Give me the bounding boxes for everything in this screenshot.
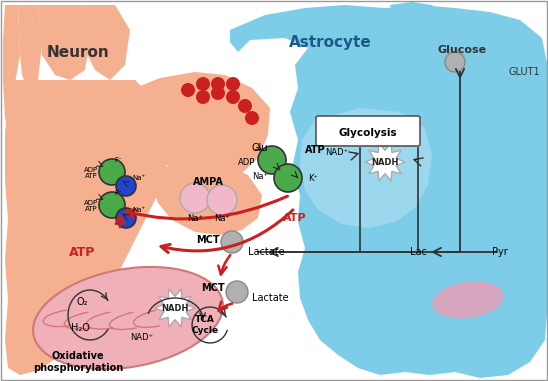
Polygon shape <box>38 5 90 80</box>
Circle shape <box>226 281 248 303</box>
Circle shape <box>211 86 225 100</box>
Circle shape <box>221 231 243 253</box>
Text: Astrocyte: Astrocyte <box>289 35 372 50</box>
Circle shape <box>181 83 195 97</box>
Polygon shape <box>3 5 20 120</box>
Circle shape <box>116 208 136 228</box>
Text: F⁻: F⁻ <box>114 157 122 163</box>
Text: Glycolysis: Glycolysis <box>339 128 397 138</box>
Text: ATP: ATP <box>305 145 326 155</box>
Text: ATP: ATP <box>283 213 307 223</box>
Text: NAD⁺: NAD⁺ <box>130 333 153 343</box>
Polygon shape <box>5 80 145 175</box>
Circle shape <box>211 77 225 91</box>
Text: Na⁺: Na⁺ <box>214 213 230 223</box>
Text: MCT: MCT <box>201 283 225 293</box>
Circle shape <box>116 176 136 196</box>
Text: Oxidative
phosphorylation: Oxidative phosphorylation <box>33 351 123 373</box>
Ellipse shape <box>33 267 223 369</box>
Circle shape <box>99 159 125 185</box>
Text: NAD⁺: NAD⁺ <box>325 147 348 157</box>
Text: Neuron: Neuron <box>47 45 110 59</box>
Text: Na⁺: Na⁺ <box>132 175 145 181</box>
Polygon shape <box>390 2 448 52</box>
Text: ATP: ATP <box>85 173 98 179</box>
Text: Na⁺: Na⁺ <box>252 171 268 181</box>
Text: Na⁺: Na⁺ <box>187 213 203 223</box>
Text: ATP: ATP <box>69 245 95 258</box>
Polygon shape <box>230 5 548 378</box>
Circle shape <box>274 164 302 192</box>
Polygon shape <box>70 5 130 80</box>
Text: Lac: Lac <box>409 247 426 257</box>
Circle shape <box>238 99 252 113</box>
Text: GLUT1: GLUT1 <box>508 67 540 77</box>
Circle shape <box>226 77 240 91</box>
Text: H₂O: H₂O <box>71 323 89 333</box>
Text: O₂: O₂ <box>76 297 88 307</box>
Ellipse shape <box>432 282 504 319</box>
Circle shape <box>445 52 465 72</box>
Polygon shape <box>155 289 195 327</box>
Text: Glu: Glu <box>252 143 269 153</box>
Circle shape <box>258 146 286 174</box>
Circle shape <box>226 90 240 104</box>
FancyBboxPatch shape <box>316 116 420 146</box>
Text: Glucose: Glucose <box>437 45 487 55</box>
Text: Pyr: Pyr <box>492 247 508 257</box>
Text: NADH: NADH <box>372 158 399 167</box>
Text: Lactate: Lactate <box>248 247 284 257</box>
Circle shape <box>207 185 237 215</box>
Polygon shape <box>130 72 270 183</box>
Text: AMPA: AMPA <box>192 177 224 187</box>
Circle shape <box>196 90 210 104</box>
Text: ADP: ADP <box>84 167 98 173</box>
Circle shape <box>196 77 210 91</box>
Text: ADP: ADP <box>238 157 255 166</box>
Text: TCA
Cycle: TCA Cycle <box>191 315 219 335</box>
Polygon shape <box>18 5 42 95</box>
Text: NADH: NADH <box>161 304 189 313</box>
Polygon shape <box>300 108 432 228</box>
Text: Na⁺: Na⁺ <box>132 207 145 213</box>
Text: MCT: MCT <box>196 235 220 245</box>
Polygon shape <box>5 80 170 375</box>
Circle shape <box>180 183 210 213</box>
Polygon shape <box>365 143 405 181</box>
Circle shape <box>99 192 125 218</box>
Text: F⁻: F⁻ <box>114 190 122 196</box>
Text: ATP: ATP <box>85 206 98 212</box>
Polygon shape <box>152 160 262 235</box>
Text: Lactate: Lactate <box>252 293 289 303</box>
Circle shape <box>245 111 259 125</box>
Text: ADP: ADP <box>84 200 98 206</box>
Text: K⁺: K⁺ <box>308 173 318 182</box>
